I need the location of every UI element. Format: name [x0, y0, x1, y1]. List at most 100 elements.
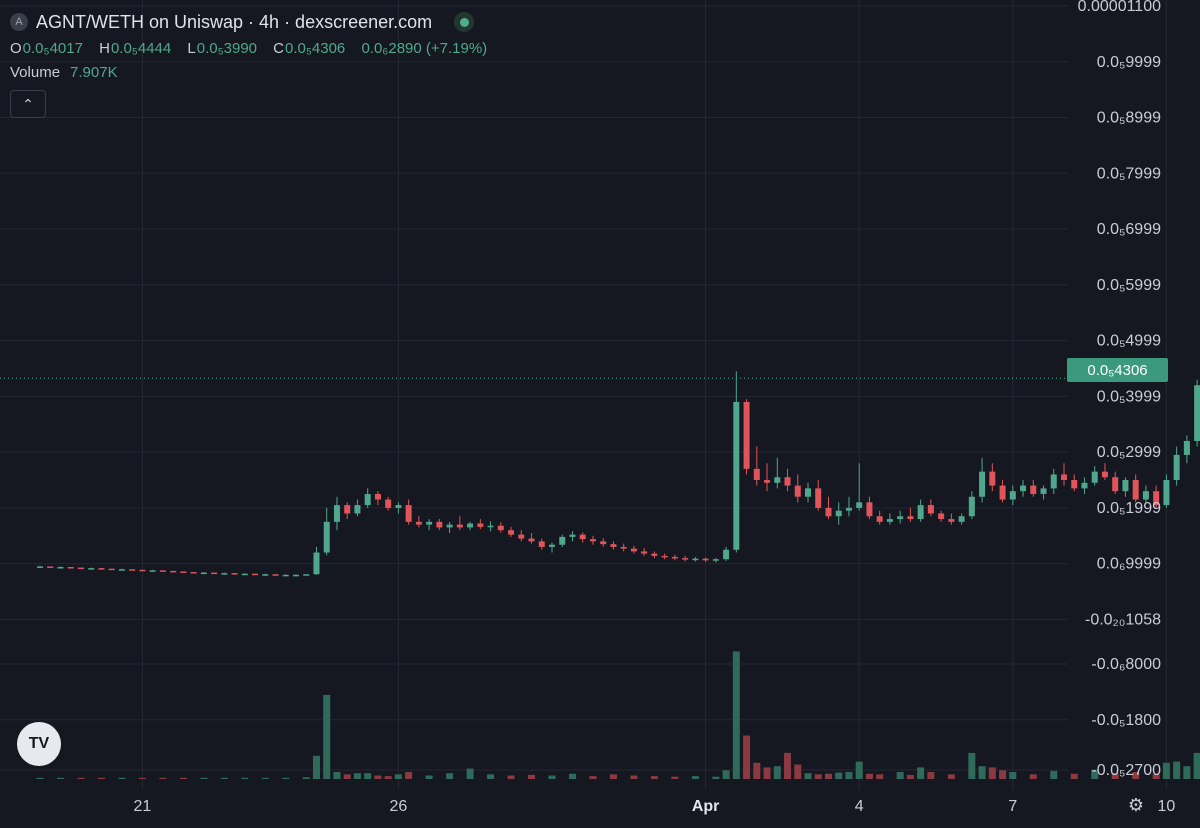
candle: [211, 572, 218, 575]
candle: [958, 513, 965, 525]
candle: [129, 569, 136, 571]
candle: [364, 488, 371, 508]
volume-bar: [1050, 770, 1058, 779]
y-tick-label: 0.0₅3999: [1097, 388, 1161, 405]
y-tick-label: 0.0₅7999: [1097, 165, 1161, 182]
volume-bar: [630, 775, 638, 779]
collapse-legend-button[interactable]: ⌃: [10, 90, 46, 118]
candle: [518, 530, 525, 542]
candle: [774, 457, 781, 489]
volume-bar: [609, 774, 617, 779]
candle: [395, 502, 402, 514]
x-axis[interactable]: 2126Apr471013: [134, 798, 1200, 815]
candle: [671, 554, 678, 561]
candle: [344, 502, 351, 520]
live-status-icon[interactable]: [454, 12, 475, 32]
volume-bar: [446, 773, 454, 779]
x-tick-label: 4: [855, 798, 864, 815]
candle: [528, 532, 535, 544]
volume-bar: [36, 777, 44, 779]
candle: [569, 531, 576, 542]
candle: [794, 474, 801, 503]
y-tick-label: 0.0₅4999: [1097, 333, 1161, 350]
y-tick-label: 0.0₅1999: [1097, 500, 1161, 517]
candle: [989, 463, 996, 492]
candle: [1122, 477, 1129, 497]
candle: [374, 491, 381, 506]
volume-bar: [845, 772, 853, 779]
y-tick-label: 0.00001100: [1078, 0, 1161, 15]
volume-bar: [466, 768, 474, 779]
volume-bar: [487, 774, 495, 779]
candle: [477, 519, 484, 530]
volume-bar: [77, 777, 85, 779]
candle: [1071, 474, 1078, 492]
candle: [221, 572, 228, 575]
candle: [108, 568, 115, 571]
candle: [866, 496, 873, 520]
candle: [282, 574, 289, 577]
volume-bar: [425, 775, 433, 779]
volume-bar: [507, 775, 515, 779]
candle: [559, 534, 566, 547]
volume-bar: [118, 777, 126, 779]
candle: [77, 567, 84, 570]
y-tick-label: 0.0₅8999: [1097, 110, 1161, 127]
change-value: 0.0₆2890 (+7.19%): [361, 40, 488, 57]
high-value: 0.0₅4444: [110, 40, 172, 57]
volume-bar: [302, 777, 310, 779]
volume-label: Volume: [10, 64, 61, 81]
volume-bar: [1091, 769, 1099, 779]
candle: [405, 499, 412, 525]
candle: [1040, 485, 1047, 500]
volume-bar: [999, 770, 1007, 779]
volume-bar: [906, 774, 914, 779]
volume-bar: [312, 755, 320, 779]
token-logo-icon: A: [10, 13, 28, 31]
chevron-up-icon: ⌃: [22, 95, 34, 112]
candle: [927, 499, 934, 517]
close-label: C: [273, 40, 285, 57]
y-axis[interactable]: 0.00001100 0.0₅9999 0.0₅8999 0.0₅7999 0.0₅69…: [1078, 0, 1161, 779]
candle: [252, 573, 259, 576]
volume-bar: [1009, 772, 1017, 779]
gear-icon[interactable]: ⚙: [1127, 794, 1145, 815]
volume-legend: Volume 7.907K: [10, 64, 499, 81]
candle: [241, 573, 248, 576]
volume-bar: [333, 772, 341, 779]
candle: [446, 521, 453, 533]
y-tick-label: 0.0₅9999: [1097, 54, 1161, 71]
low-label: L: [187, 40, 196, 57]
candle: [37, 565, 43, 568]
candle: [579, 532, 586, 543]
candle: [180, 571, 187, 573]
tradingview-logo-icon[interactable]: TV: [17, 722, 61, 766]
candle: [1132, 474, 1139, 503]
volume-bar: [671, 776, 679, 779]
candle: [149, 569, 156, 572]
candle: [549, 542, 555, 553]
volume-bar: [384, 776, 392, 779]
candle: [426, 519, 433, 531]
x-tick-label: 26: [390, 798, 408, 815]
volume-bar: [876, 774, 884, 779]
y-tick-label: -0.0₂₀1058: [1085, 611, 1161, 628]
volume-bar: [988, 767, 996, 779]
volume-bar: [528, 774, 536, 779]
candle: [190, 572, 197, 574]
candle: [620, 543, 627, 552]
candle: [313, 546, 320, 575]
volume-bar: [691, 776, 699, 779]
volume-bar: [1070, 773, 1078, 779]
candle: [702, 557, 709, 562]
candle: [856, 463, 863, 511]
volume-bar: [1029, 774, 1037, 779]
candle: [886, 513, 893, 525]
candle: [47, 566, 54, 568]
candle: [487, 521, 494, 532]
candle: [67, 567, 74, 569]
chart-header: A AGNT/WETH on Uniswap · 4h · dexscreene…: [10, 10, 499, 118]
volume-bar: [405, 772, 413, 779]
candle: [1091, 466, 1098, 486]
